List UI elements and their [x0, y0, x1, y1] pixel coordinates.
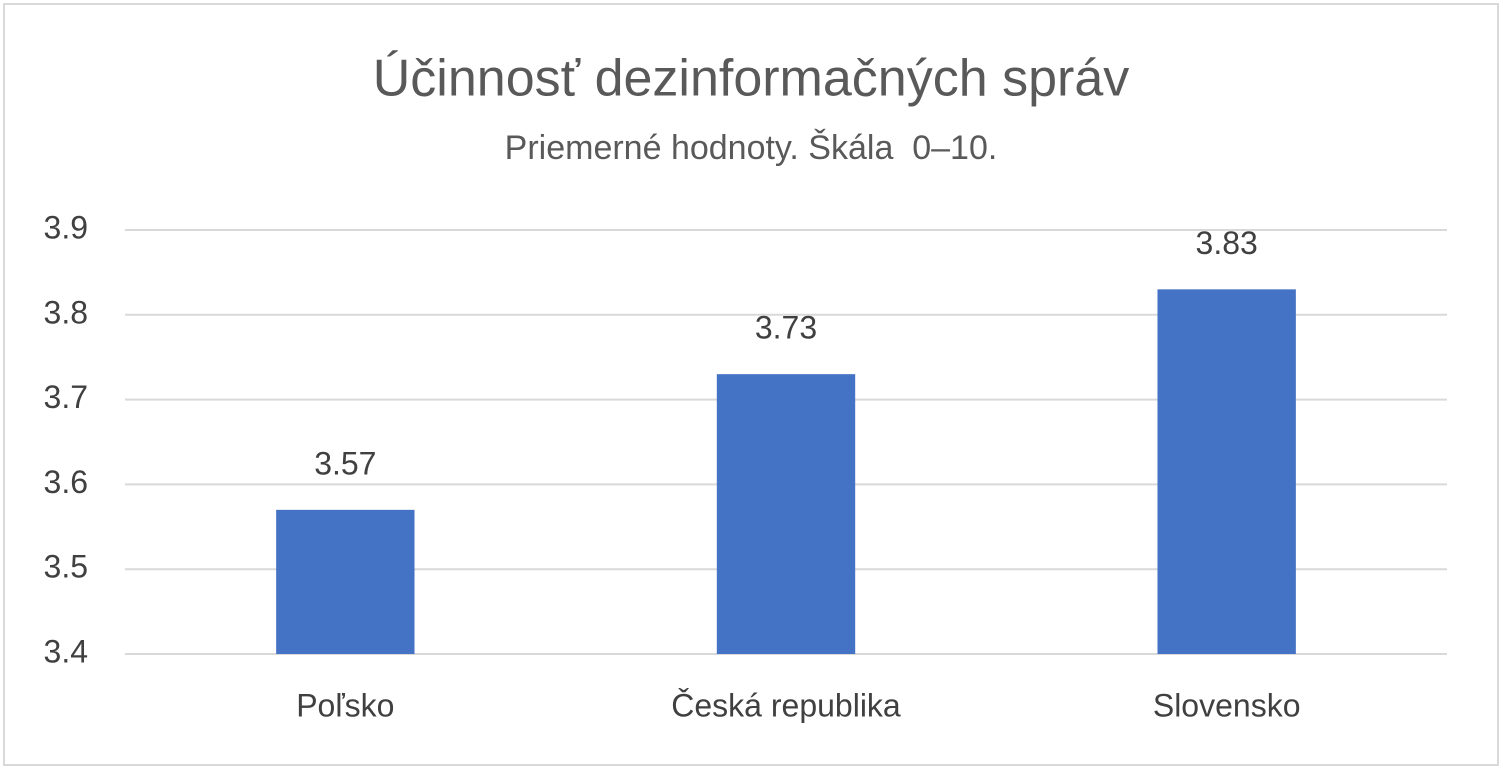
value-label: 3.57 [314, 445, 376, 481]
bar [1157, 289, 1296, 654]
y-tick-label: 3.6 [44, 464, 88, 500]
bar [716, 374, 856, 654]
y-tick-label: 3.9 [44, 209, 88, 245]
x-tick-label: Česká republika [671, 687, 901, 723]
bar [276, 509, 415, 654]
chart-title: Účinnosť dezinformačných správ [373, 50, 1130, 108]
y-tick-label: 3.8 [44, 294, 88, 330]
x-tick-label: Slovensko [1153, 687, 1301, 723]
chart-subtitle: Priemerné hodnoty. Škála 0–10. [505, 129, 998, 167]
y-tick-label: 3.7 [44, 379, 88, 415]
y-tick-label: 3.4 [44, 633, 88, 669]
x-tick-label: Poľsko [296, 687, 394, 723]
y-tick-label: 3.5 [44, 549, 88, 585]
value-label: 3.73 [755, 310, 817, 346]
value-label: 3.83 [1196, 225, 1258, 261]
